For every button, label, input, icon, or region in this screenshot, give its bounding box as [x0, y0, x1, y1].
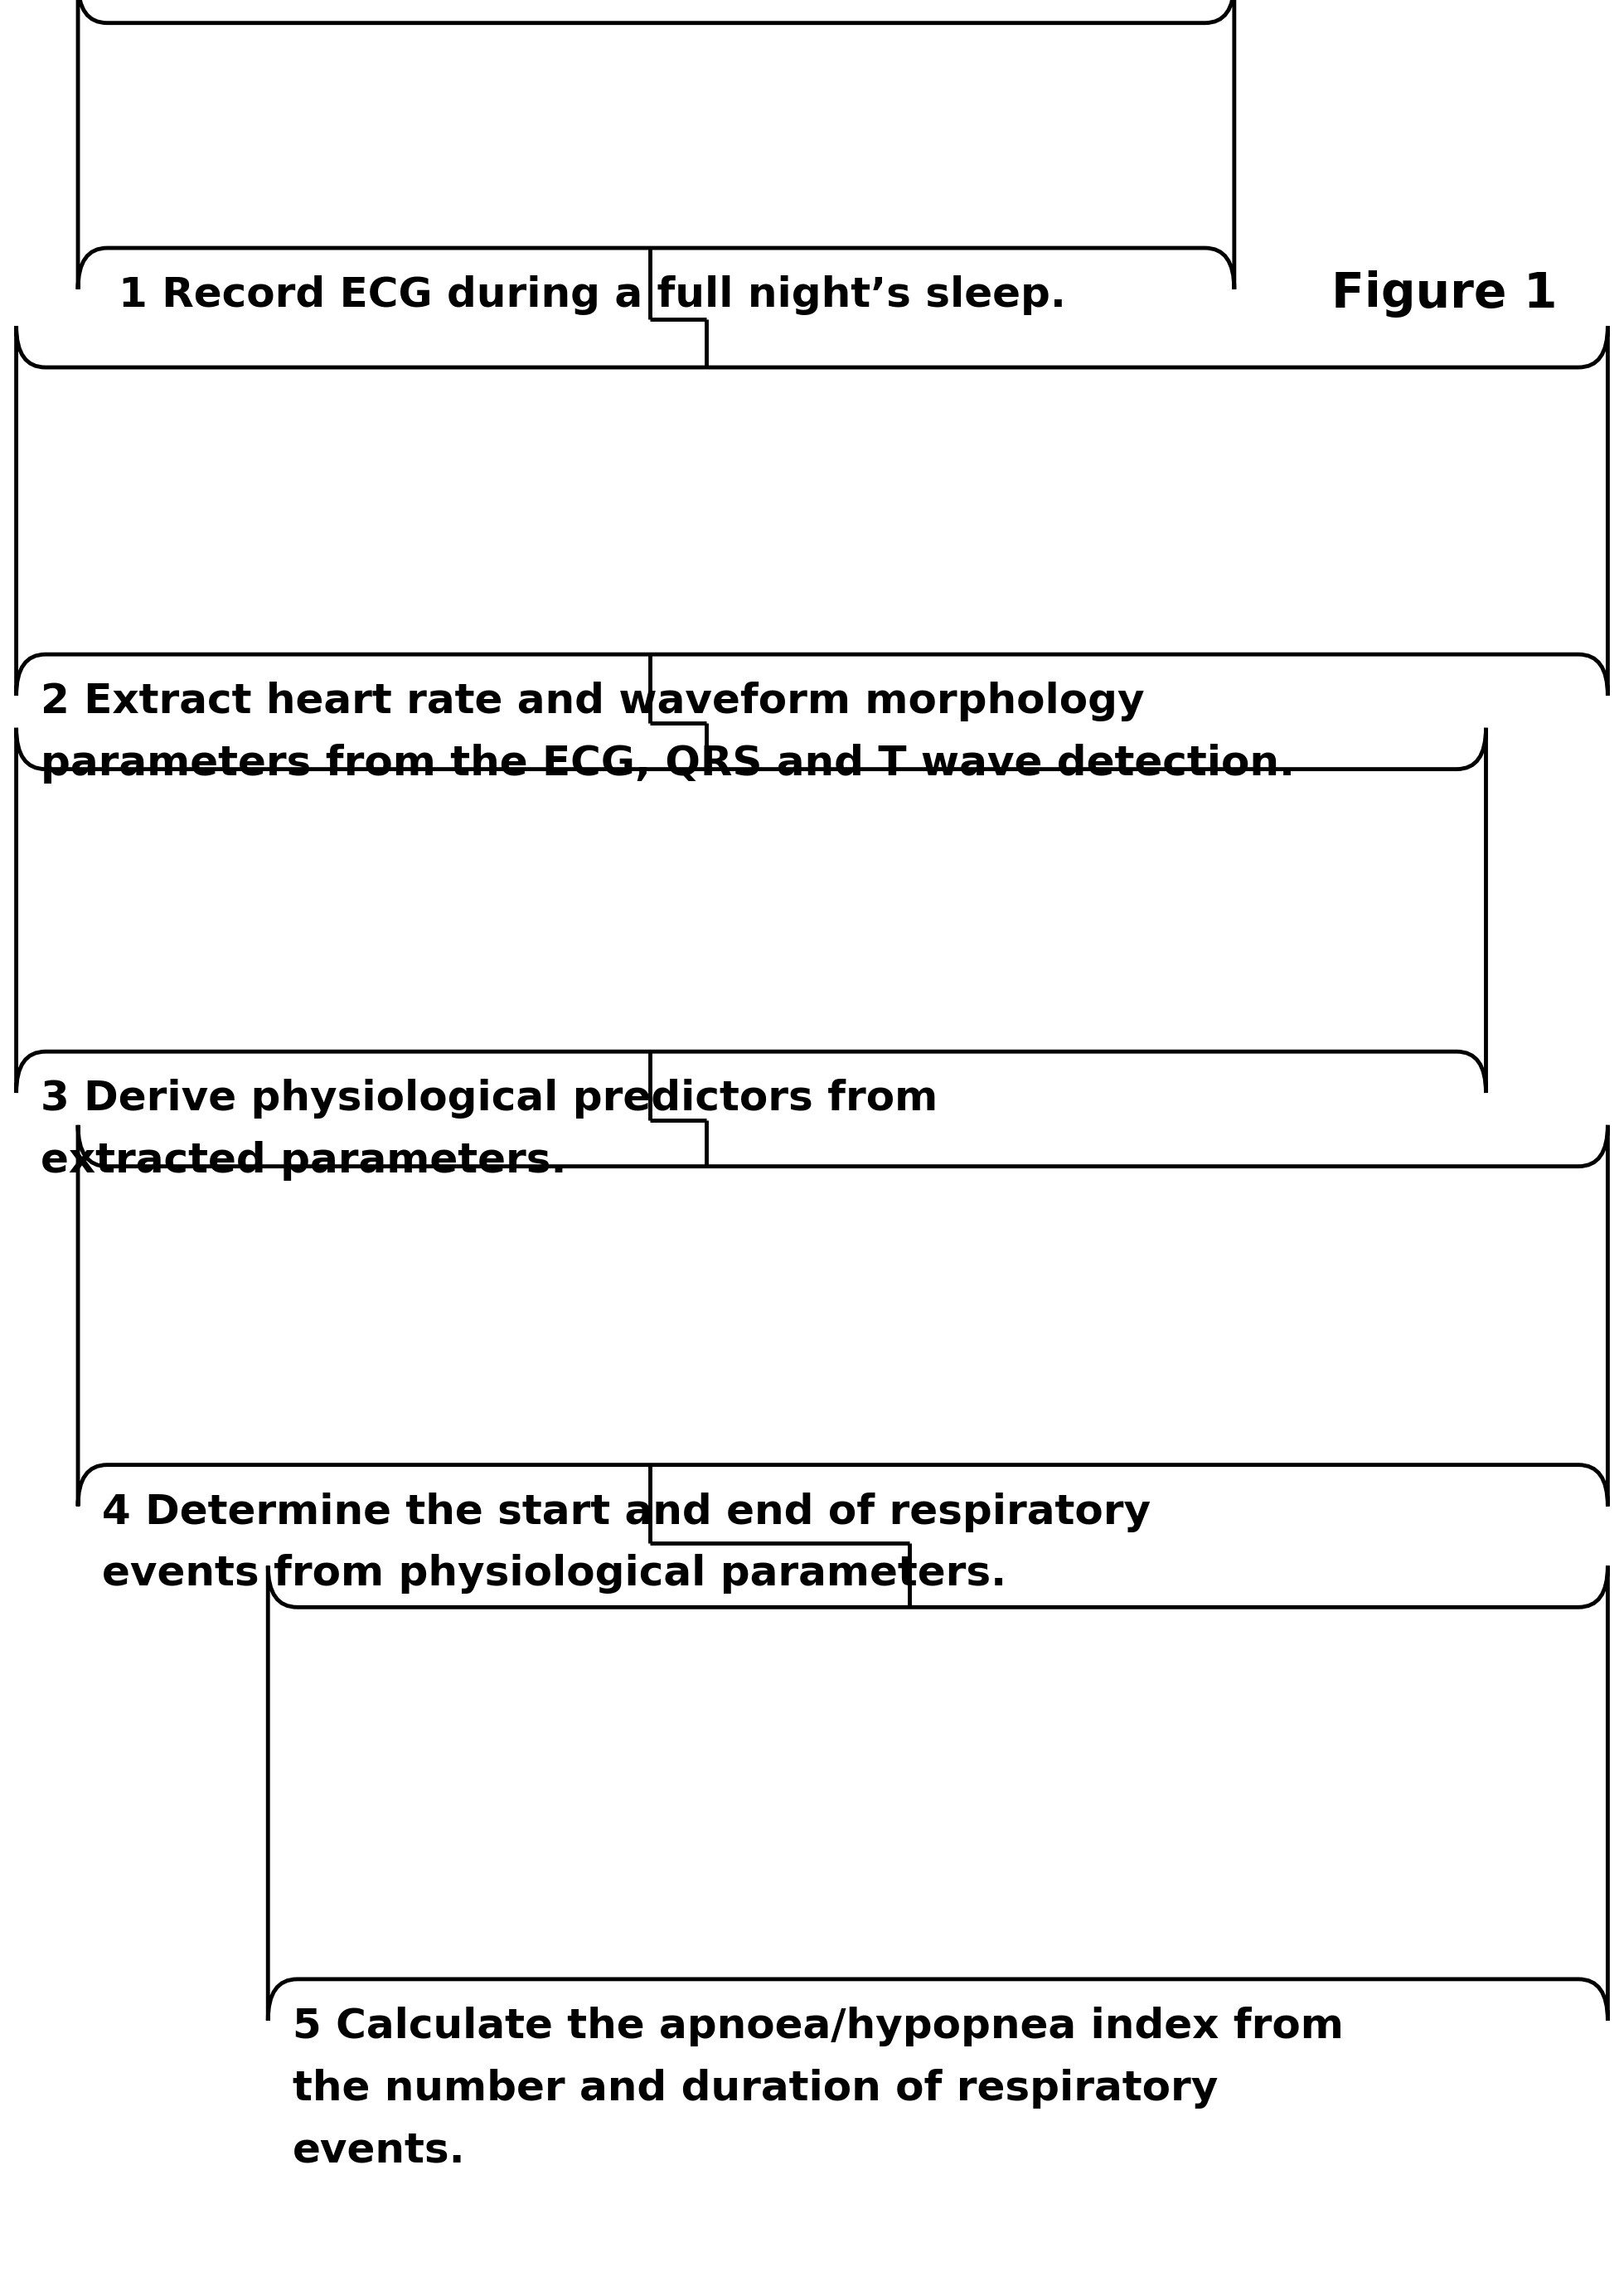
FancyBboxPatch shape [16, 728, 1486, 1093]
Text: 5 Calculate the apnoea/hypopnea index from
the number and duration of respirator: 5 Calculate the apnoea/hypopnea index fr… [292, 2007, 1343, 2170]
FancyBboxPatch shape [268, 1566, 1608, 2020]
Text: 2 Extract heart rate and waveform morphology
parameters from the ECG, QRS and T : 2 Extract heart rate and waveform morpho… [41, 682, 1294, 783]
Text: 4 Determine the start and end of respiratory
events from physiological parameter: 4 Determine the start and end of respira… [102, 1492, 1151, 1593]
Text: Figure 1: Figure 1 [1332, 271, 1557, 317]
FancyBboxPatch shape [78, 0, 1234, 289]
Text: 3 Derive physiological predictors from
extracted parameters.: 3 Derive physiological predictors from e… [41, 1079, 937, 1180]
FancyBboxPatch shape [16, 326, 1608, 696]
Text: 1 Record ECG during a full night’s sleep.: 1 Record ECG during a full night’s sleep… [119, 276, 1065, 315]
FancyBboxPatch shape [78, 1125, 1608, 1506]
